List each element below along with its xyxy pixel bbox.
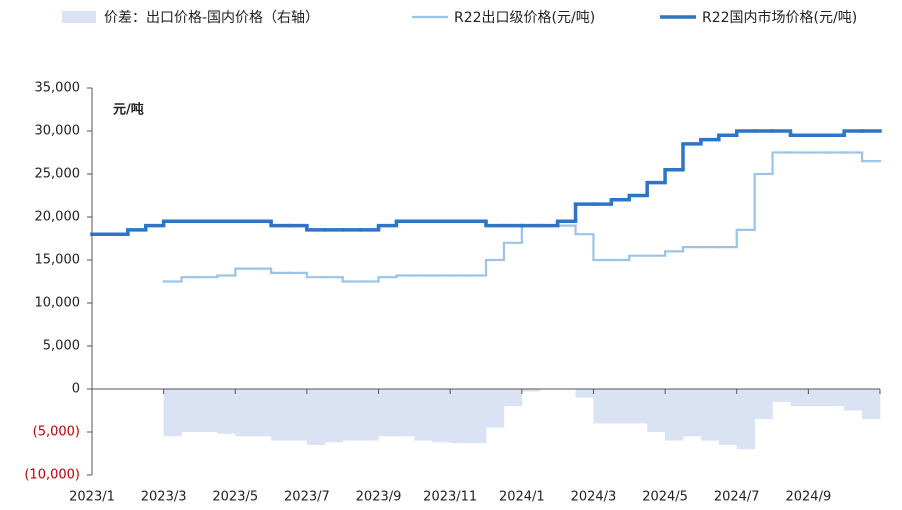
- y-tick-label: 15,000: [35, 253, 81, 268]
- x-tick-label: 2023/9: [356, 490, 402, 505]
- area-bar: [665, 389, 684, 441]
- area-bar: [503, 389, 523, 407]
- area-bar: [521, 389, 541, 392]
- legend-label: R22出口级价格(元/吨): [454, 10, 595, 26]
- y-tick-label: 20,000: [35, 210, 81, 225]
- y-tick-label: 5,000: [43, 339, 80, 354]
- area-bar: [862, 389, 881, 420]
- y-tick-label: (5,000): [33, 425, 80, 440]
- area-bar: [754, 389, 773, 420]
- y-tick-label: 35,000: [35, 81, 81, 96]
- unit-label: 元/吨: [113, 102, 144, 118]
- area-bar: [486, 389, 505, 428]
- area-bar: [378, 389, 397, 437]
- x-tick-label: 2023/11: [423, 490, 477, 505]
- area-bar: [575, 389, 594, 398]
- x-tick-label: 2024/9: [785, 490, 831, 505]
- x-tick-label: 2024/5: [642, 490, 688, 505]
- x-tick-label: 2024/3: [571, 490, 617, 505]
- area-bar: [629, 389, 648, 424]
- y-tick-label: (10,000): [24, 468, 80, 483]
- area-bar: [844, 389, 863, 411]
- area-bar: [432, 389, 451, 443]
- area-bar: [683, 389, 702, 437]
- x-tick-label: 2024/7: [714, 490, 760, 505]
- x-tick-label: 2023/3: [141, 490, 187, 505]
- y-tick-label: 10,000: [35, 296, 81, 311]
- area-bar: [468, 389, 487, 444]
- area-bar: [593, 389, 612, 424]
- area-bar: [342, 389, 361, 441]
- x-tick-label: 2023/1: [69, 490, 115, 505]
- area-bar: [790, 389, 809, 407]
- area-bar: [611, 389, 630, 424]
- area-bar: [808, 389, 827, 407]
- legend-swatch: [62, 11, 96, 23]
- area-bar: [396, 389, 415, 437]
- y-tick-label: 0: [72, 382, 80, 397]
- area-bar: [163, 389, 182, 437]
- y-tick-label: 30,000: [35, 124, 81, 139]
- area-bar: [450, 389, 469, 444]
- x-tick-label: 2023/5: [212, 490, 258, 505]
- area-bar: [736, 389, 755, 450]
- legend-label: R22国内市场价格(元/吨): [702, 9, 857, 26]
- area-bar: [414, 389, 433, 441]
- area-bar: [772, 389, 791, 402]
- area-bar: [217, 389, 236, 434]
- area-bar: [826, 389, 845, 407]
- y-tick-label: 25,000: [35, 167, 81, 182]
- legend-label: 价差：出口价格-国内价格（右轴）: [104, 10, 319, 26]
- area-bar: [647, 389, 666, 432]
- area-bar: [181, 389, 200, 432]
- area-bar: [718, 389, 738, 445]
- area-bar: [700, 389, 720, 441]
- x-tick-label: 2024/1: [499, 490, 545, 505]
- area-bar: [306, 389, 326, 445]
- area-bar: [289, 389, 308, 441]
- area-bar: [235, 389, 254, 437]
- area-bar: [360, 389, 379, 441]
- area-bar: [199, 389, 218, 432]
- area-bar: [324, 389, 344, 443]
- x-tick-label: 2023/7: [284, 490, 330, 505]
- area-bar: [271, 389, 290, 441]
- area-bar: [253, 389, 272, 437]
